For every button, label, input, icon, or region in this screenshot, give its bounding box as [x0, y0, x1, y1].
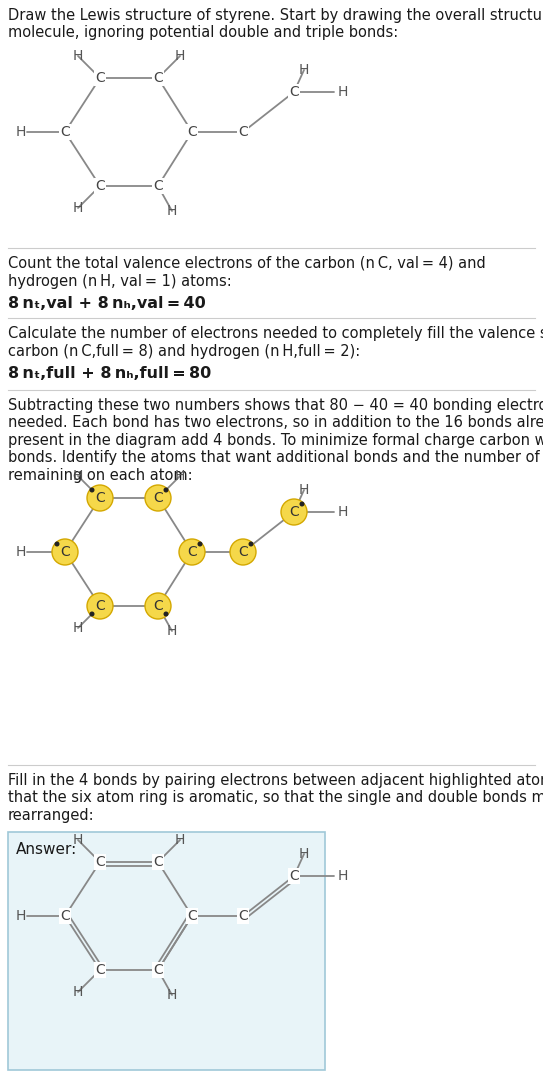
- Circle shape: [230, 539, 256, 565]
- Text: C: C: [60, 545, 70, 559]
- Text: H: H: [175, 49, 185, 63]
- Text: C: C: [153, 855, 163, 869]
- Text: C: C: [95, 963, 105, 977]
- Text: C: C: [289, 505, 299, 519]
- Text: C: C: [95, 179, 105, 193]
- Text: Fill in the 4 bonds by pairing electrons between adjacent highlighted atoms. Not: Fill in the 4 bonds by pairing electrons…: [8, 773, 543, 823]
- Text: H: H: [73, 469, 83, 483]
- Text: H: H: [299, 847, 309, 861]
- Text: 8 nₜ,full + 8 nₕ,full = 80: 8 nₜ,full + 8 nₕ,full = 80: [8, 366, 211, 381]
- Circle shape: [90, 612, 94, 616]
- Text: carbon (n C,full = 8) and hydrogen (n H,full = 2):: carbon (n C,full = 8) and hydrogen (n H,…: [8, 345, 360, 359]
- Text: C: C: [187, 909, 197, 923]
- Circle shape: [145, 593, 171, 619]
- Text: C: C: [95, 855, 105, 869]
- Text: Answer:: Answer:: [16, 842, 77, 858]
- Circle shape: [164, 488, 168, 491]
- Text: H: H: [16, 545, 26, 559]
- Circle shape: [87, 485, 113, 511]
- Text: H: H: [73, 985, 83, 999]
- Text: H: H: [73, 833, 83, 847]
- Text: H: H: [167, 204, 177, 218]
- Text: hydrogen (n H, val = 1) atoms:: hydrogen (n H, val = 1) atoms:: [8, 274, 232, 289]
- Text: C: C: [95, 71, 105, 85]
- Text: Draw the Lewis structure of styrene. Start by drawing the overall structure of t: Draw the Lewis structure of styrene. Sta…: [8, 8, 543, 40]
- Text: Subtracting these two numbers shows that 80 − 40 = 40 bonding electrons are
need: Subtracting these two numbers shows that…: [8, 399, 543, 483]
- Text: C: C: [60, 125, 70, 139]
- Text: H: H: [73, 49, 83, 63]
- Circle shape: [179, 539, 205, 565]
- Text: H: H: [338, 869, 349, 883]
- Text: Calculate the number of electrons needed to completely fill the valence shells f: Calculate the number of electrons needed…: [8, 326, 543, 341]
- Text: C: C: [153, 491, 163, 505]
- Text: C: C: [238, 125, 248, 139]
- Text: H: H: [338, 85, 349, 99]
- Text: C: C: [153, 71, 163, 85]
- Text: C: C: [289, 869, 299, 883]
- Text: C: C: [187, 545, 197, 559]
- Text: 8 nₜ,val + 8 nₕ,val = 40: 8 nₜ,val + 8 nₕ,val = 40: [8, 296, 206, 311]
- Circle shape: [198, 542, 202, 545]
- Text: C: C: [187, 125, 197, 139]
- Text: H: H: [167, 988, 177, 1002]
- Text: Count the total valence electrons of the carbon (n C, val = 4) and: Count the total valence electrons of the…: [8, 256, 486, 271]
- FancyBboxPatch shape: [8, 832, 325, 1070]
- Text: H: H: [175, 469, 185, 483]
- Text: C: C: [60, 909, 70, 923]
- Circle shape: [90, 488, 94, 491]
- Text: H: H: [167, 624, 177, 638]
- Text: H: H: [16, 909, 26, 923]
- Circle shape: [55, 542, 59, 545]
- Circle shape: [281, 499, 307, 525]
- Circle shape: [87, 593, 113, 619]
- Text: C: C: [95, 491, 105, 505]
- Text: H: H: [175, 833, 185, 847]
- Text: H: H: [73, 201, 83, 215]
- Circle shape: [145, 485, 171, 511]
- Text: H: H: [73, 621, 83, 635]
- Circle shape: [52, 539, 78, 565]
- Circle shape: [300, 502, 304, 505]
- Text: C: C: [153, 179, 163, 193]
- Text: H: H: [338, 505, 349, 519]
- Text: C: C: [153, 599, 163, 613]
- Text: C: C: [238, 909, 248, 923]
- Circle shape: [164, 612, 168, 616]
- Text: C: C: [238, 545, 248, 559]
- Text: C: C: [95, 599, 105, 613]
- Text: H: H: [16, 125, 26, 139]
- Circle shape: [249, 542, 253, 545]
- Text: C: C: [289, 85, 299, 99]
- Text: H: H: [299, 63, 309, 77]
- Text: H: H: [299, 483, 309, 497]
- Text: C: C: [153, 963, 163, 977]
